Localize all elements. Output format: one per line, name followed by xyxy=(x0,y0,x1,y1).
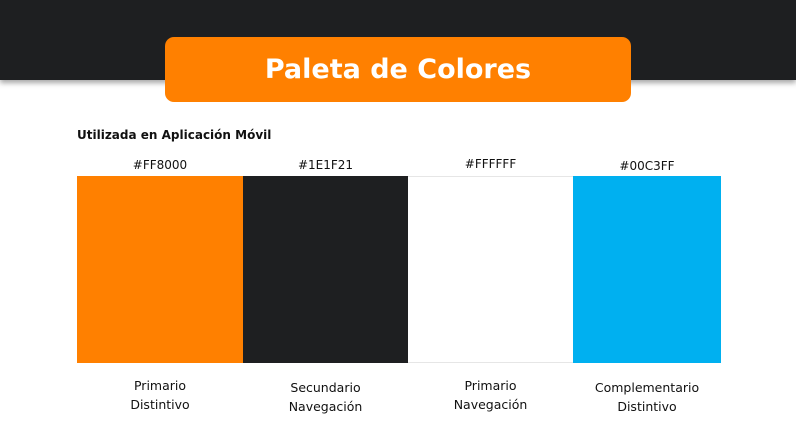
caption-white-line2: Navegación xyxy=(453,397,528,412)
caption-orange: Primario Distintivo xyxy=(77,376,243,414)
caption-white: Primario Navegación xyxy=(408,376,573,414)
caption-orange-line1: Primario xyxy=(133,378,187,393)
hex-label-dark: #1E1F21 xyxy=(297,158,354,172)
caption-orange-line2: Distintivo xyxy=(130,397,190,412)
hex-label-white: #FFFFFF xyxy=(464,157,517,171)
caption-dark-line2: Navegación xyxy=(288,399,363,414)
hex-label-orange: #FF8000 xyxy=(132,158,188,172)
page-subtitle: Utilizada en Aplicación Móvil xyxy=(77,128,272,142)
swatch-dark xyxy=(243,176,408,363)
swatch-orange xyxy=(77,176,243,363)
caption-white-line1: Primario xyxy=(464,378,517,393)
caption-dark: Secundario Navegación xyxy=(243,378,408,416)
caption-dark-line1: Secundario xyxy=(290,380,361,395)
page-title: Paleta de Colores xyxy=(264,54,532,85)
title-banner: Paleta de Colores xyxy=(165,37,631,102)
swatch-blue xyxy=(573,176,721,363)
caption-blue-line1: Complementario xyxy=(594,380,700,395)
swatch-white xyxy=(408,176,573,363)
hex-label-blue: #00C3FF xyxy=(619,159,675,173)
caption-blue: Complementario Distintivo xyxy=(568,378,726,416)
caption-blue-line2: Distintivo xyxy=(617,399,677,414)
